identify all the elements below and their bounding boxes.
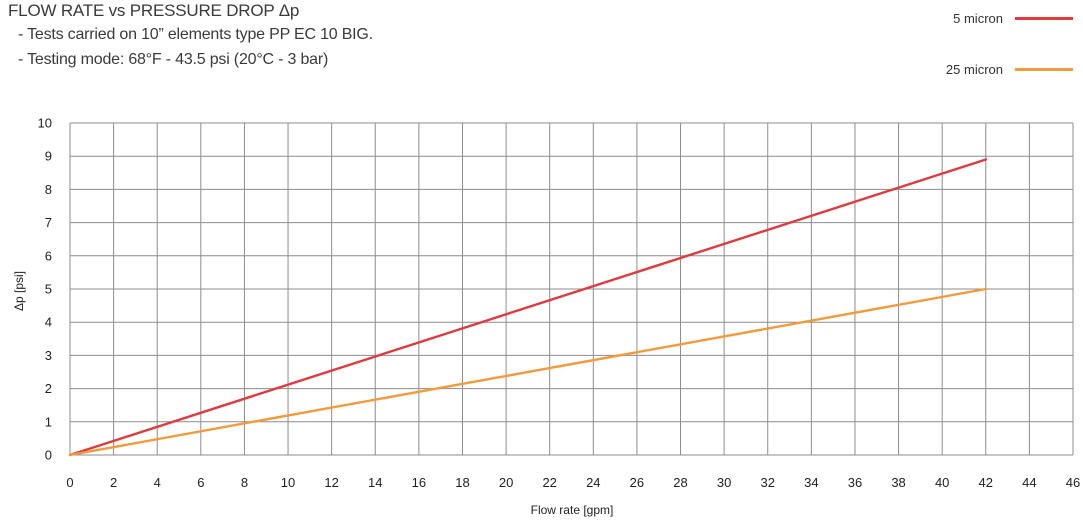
y-tick-label: 6 <box>45 248 52 263</box>
y-tick-label: 8 <box>45 182 52 197</box>
x-tick-label: 6 <box>197 475 204 490</box>
x-tick-labels: 0 2 4 6 8 10 12 14 16 18 20 22 24 26 28 30 32 34 36 38 40 42 4… <box>66 475 1080 490</box>
x-tick-label: 42 <box>979 475 993 490</box>
x-tick-label: 12 <box>324 475 338 490</box>
y-tick-label: 3 <box>45 348 52 363</box>
x-tick-label: 32 <box>761 475 775 490</box>
x-tick-label: 36 <box>848 475 862 490</box>
y-tick-label: 5 <box>45 282 52 297</box>
legend-label: 25 micron <box>945 61 1003 77</box>
x-tick-label: 28 <box>673 475 687 490</box>
x-tick-label: 18 <box>455 475 469 490</box>
y-tick-label: 7 <box>45 215 52 230</box>
y-tick-label: 10 <box>38 116 52 131</box>
x-tick-label: 16 <box>412 475 426 490</box>
y-tick-label: 0 <box>45 448 52 463</box>
x-tick-label: 14 <box>368 475 382 490</box>
legend-swatch <box>1015 67 1073 71</box>
y-tick-label: 2 <box>45 381 52 396</box>
x-tick-label: 10 <box>281 475 295 490</box>
testing-mode-note: - Testing mode: 68°F - 43.5 psi (20°C - … <box>18 51 329 68</box>
x-tick-label: 44 <box>1022 475 1036 490</box>
series-lines <box>68 158 987 457</box>
legend-item-25-micron: 25 micron <box>946 59 1073 79</box>
x-tick-label: 22 <box>542 475 556 490</box>
x-tick-label: 38 <box>891 475 905 490</box>
legend-label: 5 micron <box>953 10 1003 26</box>
x-tick-label: 30 <box>717 475 731 490</box>
legend-swatch <box>1015 16 1073 20</box>
y-axis-title: Δp [psi] <box>12 271 26 311</box>
x-tick-label: 46 <box>1066 475 1080 490</box>
x-tick-label: 40 <box>935 475 949 490</box>
x-tick-label: 34 <box>804 475 818 490</box>
y-tick-label: 1 <box>45 414 52 429</box>
y-tick-label: 4 <box>45 315 52 330</box>
x-tick-label: 8 <box>241 475 248 490</box>
x-axis-title: Flow rate [gpm] <box>531 503 614 517</box>
y-tick-label: 9 <box>45 149 52 164</box>
x-tick-label: 4 <box>154 475 161 490</box>
legend: 5 micron 25 micron <box>823 0 1083 90</box>
x-tick-label: 2 <box>110 475 117 490</box>
chart-header: FLOW RATE vs PRESSURE DROP Δp - Tests ca… <box>8 0 768 72</box>
series-line-25-micron <box>68 287 987 457</box>
y-tick-labels: 0 1 2 3 4 5 6 7 8 9 10 <box>38 116 52 463</box>
series-line-5-micron <box>68 158 987 457</box>
chart-title: FLOW RATE vs PRESSURE DROP Δp <box>8 1 300 20</box>
x-tick-label: 20 <box>499 475 513 490</box>
test-elements-note: - Tests carried on 10” elements type PP … <box>18 26 373 43</box>
legend-item-5-micron: 5 micron <box>953 8 1073 28</box>
x-tick-label: 26 <box>630 475 644 490</box>
x-tick-label: 0 <box>66 475 73 490</box>
x-tick-label: 24 <box>586 475 600 490</box>
